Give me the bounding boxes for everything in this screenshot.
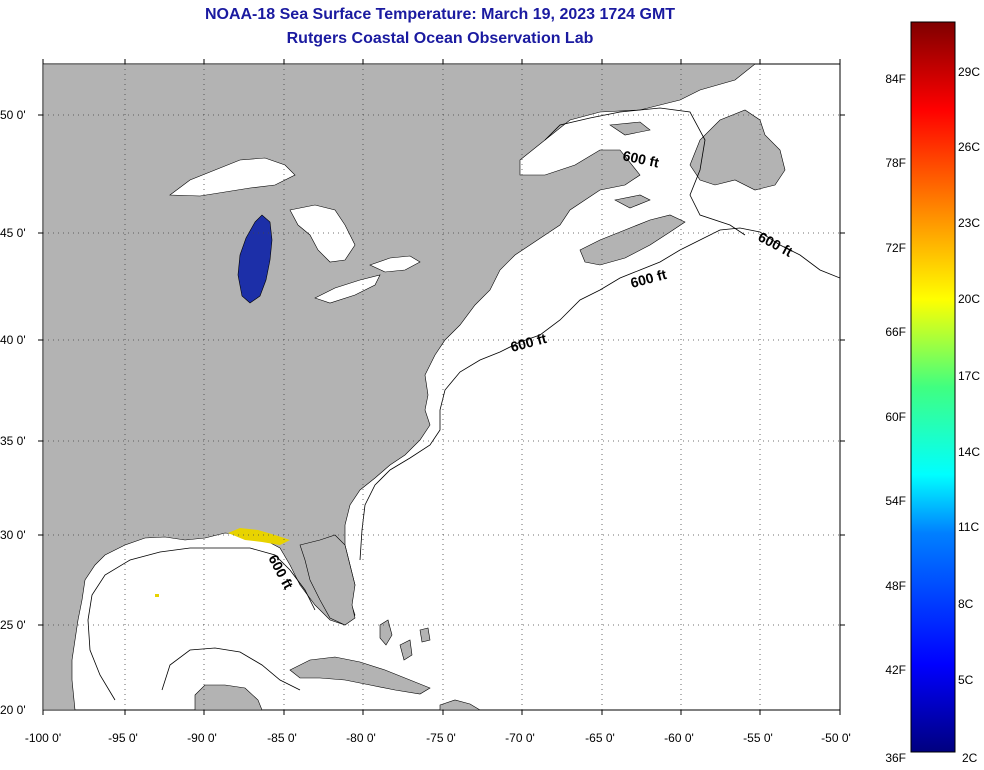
land-nova-scotia: [579, 214, 686, 266]
colorbar-f-label: 78F: [885, 156, 906, 170]
land-cuba: [289, 656, 431, 695]
colorbar-fahrenheit: 84F 78F 72F 66F 60F 54F 48F 42F 36F: [885, 72, 906, 765]
colorbar-c-label: 23C: [958, 216, 980, 230]
lon-tick-label: -85 0': [267, 731, 297, 745]
gulf-sst-patch: [228, 528, 290, 545]
lon-tick-label: -90 0': [187, 731, 217, 745]
colorbar-c-label: 26C: [958, 140, 980, 154]
lat-axis: 50 0' 45 0' 40 0' 35 0' 30 0' 25 0' 20 0…: [0, 108, 26, 717]
lon-tick-label: -80 0': [346, 731, 376, 745]
gulf-sst-pixel: [155, 594, 159, 597]
colorbar-celsius: 29C 26C 23C 20C 17C 14C 11C 8C 5C 2C: [958, 65, 980, 765]
lat-tick-label: 25 0': [0, 618, 26, 632]
colorbar-c-label: 5C: [958, 673, 974, 687]
land-bahamas: [379, 619, 431, 661]
lat-tick-label: 45 0': [0, 226, 26, 240]
lon-tick-label: -95 0': [108, 731, 138, 745]
colorbar-c-label: 17C: [958, 369, 980, 383]
isobath-label: 600 ft: [621, 147, 660, 170]
land-north-america: [43, 64, 756, 710]
lon-tick-label: -60 0': [664, 731, 694, 745]
colorbar: [910, 21, 956, 753]
colorbar-f-label: 84F: [885, 72, 906, 86]
isobath-atlantic: [359, 227, 840, 561]
land-hispaniola: [439, 699, 481, 710]
lat-tick-label: 35 0': [0, 434, 26, 448]
lake-michigan: [237, 214, 273, 304]
isobath-shelf: [544, 107, 746, 236]
land-newfoundland: [689, 109, 786, 191]
lon-tick-label: -65 0': [585, 731, 615, 745]
lat-tick-label: 40 0': [0, 333, 26, 347]
colorbar-f-label: 42F: [885, 663, 906, 677]
map-title: NOAA-18 Sea Surface Temperature: March 1…: [204, 6, 676, 23]
colorbar-f-label: 48F: [885, 579, 906, 593]
lon-tick-label: -50 0': [821, 731, 851, 745]
isobath-gulf-inner: [161, 647, 301, 691]
colorbar-c-label: 29C: [958, 65, 980, 79]
lake-superior: [169, 157, 296, 197]
land-florida: [299, 534, 356, 626]
lon-tick-label: -55 0': [743, 731, 773, 745]
colorbar-f-label: 36F: [885, 751, 906, 765]
lat-tick-label: 30 0': [0, 528, 26, 542]
lake-erie: [314, 274, 381, 304]
land-pei: [609, 121, 651, 209]
lake-ontario: [369, 255, 421, 273]
colorbar-f-label: 60F: [885, 410, 906, 424]
map-subtitle: Rutgers Coastal Ocean Observation Lab: [286, 30, 594, 47]
lon-tick-label: -70 0': [505, 731, 535, 745]
colorbar-f-label: 72F: [885, 241, 906, 255]
colorbar-f-label: 66F: [885, 325, 906, 339]
lon-tick-label: -75 0': [426, 731, 456, 745]
lat-tick-label: 20 0': [0, 703, 26, 717]
lon-tick-label: -100 0': [25, 731, 61, 745]
lake-huron: [289, 204, 356, 263]
lon-axis: -100 0' -95 0' -90 0' -85 0' -80 0' -75 …: [25, 731, 851, 745]
colorbar-c-label: 20C: [958, 292, 980, 306]
lat-tick-label: 50 0': [0, 108, 26, 122]
land-yucatan: [194, 684, 263, 710]
colorbar-c-label: 11C: [958, 520, 979, 534]
colorbar-c-label: 14C: [958, 445, 980, 459]
isobath-gulf: [87, 547, 316, 701]
colorbar-c-label: 8C: [958, 597, 974, 611]
colorbar-f-label: 54F: [885, 494, 906, 508]
colorbar-c-label: 2C: [962, 751, 978, 765]
